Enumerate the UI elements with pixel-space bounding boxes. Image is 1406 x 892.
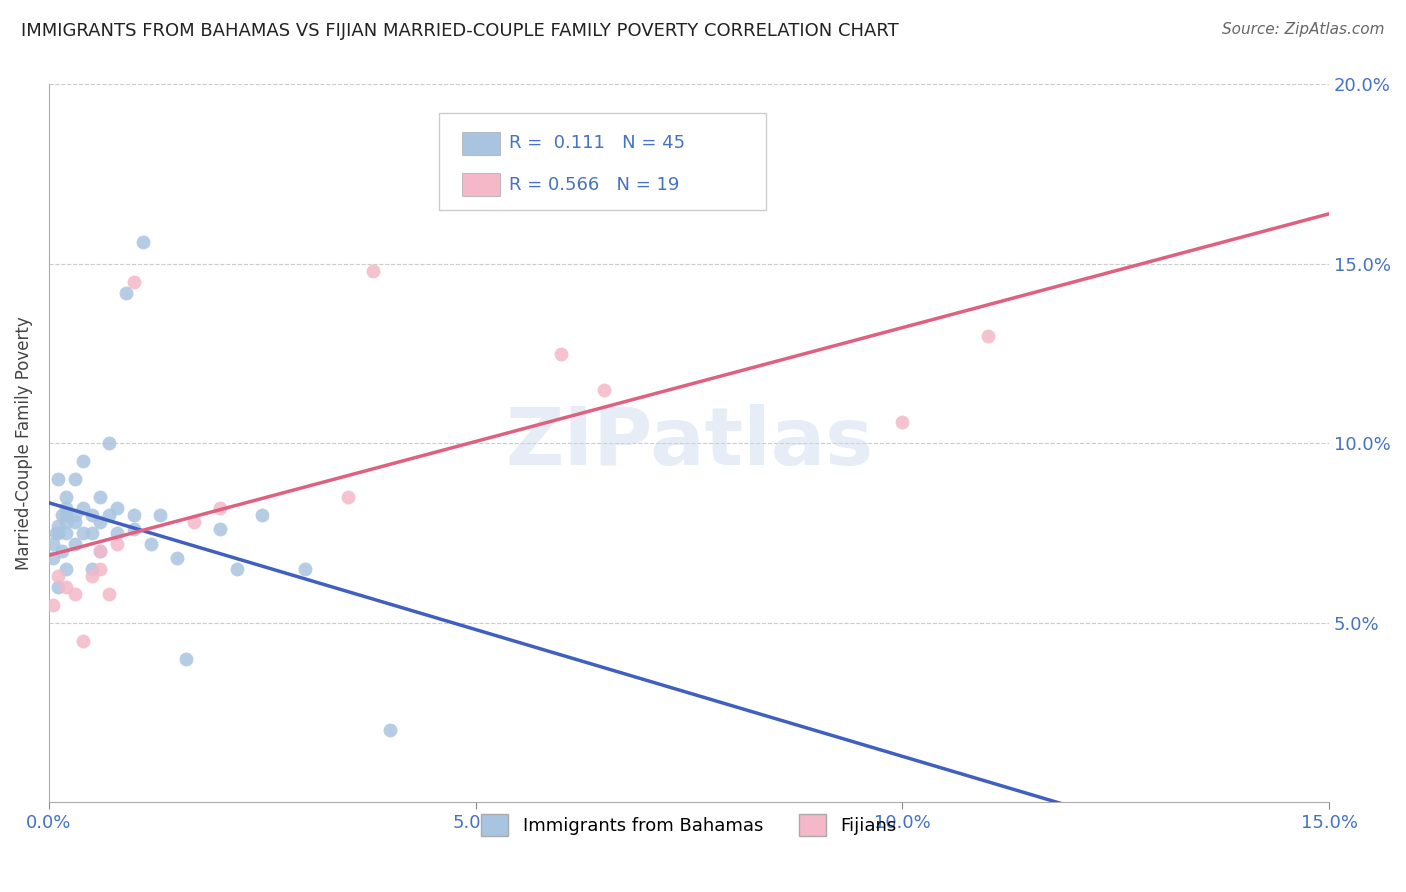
Point: [132, 235, 155, 250]
Point: [55, 562, 77, 576]
Point: [55, 490, 77, 504]
Text: Source: ZipAtlas.com: Source: ZipAtlas.com: [1222, 22, 1385, 37]
Point: [63, 537, 86, 551]
Point: [46, 526, 69, 541]
Point: [46, 519, 69, 533]
Point: [51, 508, 73, 523]
Point: [51, 544, 73, 558]
Point: [89, 544, 111, 558]
Point: [55, 526, 77, 541]
Point: [141, 537, 163, 551]
Point: [55, 516, 77, 530]
Text: ZIPatlas: ZIPatlas: [505, 404, 873, 483]
Point: [72, 633, 94, 648]
Point: [89, 516, 111, 530]
Point: [361, 264, 384, 278]
Point: [208, 523, 231, 537]
Point: [42, 598, 65, 612]
Point: [63, 508, 86, 523]
Point: [124, 523, 146, 537]
Point: [45, 526, 67, 541]
Point: [252, 508, 274, 523]
Point: [166, 551, 188, 566]
Point: [114, 285, 136, 300]
Point: [89, 562, 111, 576]
Point: [46, 472, 69, 486]
Point: [89, 490, 111, 504]
Point: [208, 500, 231, 515]
FancyBboxPatch shape: [440, 113, 766, 210]
Point: [105, 526, 128, 541]
Point: [97, 587, 120, 601]
Point: [149, 508, 172, 523]
Y-axis label: Married-Couple Family Poverty: Married-Couple Family Poverty: [15, 317, 32, 570]
Point: [72, 526, 94, 541]
Point: [124, 508, 146, 523]
Point: [55, 580, 77, 594]
FancyBboxPatch shape: [463, 132, 499, 155]
Point: [46, 569, 69, 583]
Point: [97, 508, 120, 523]
Point: [63, 472, 86, 486]
Point: [55, 500, 77, 515]
Point: [380, 723, 402, 738]
Point: [124, 275, 146, 289]
Point: [550, 346, 572, 360]
Point: [105, 500, 128, 515]
Point: [42, 551, 65, 566]
Point: [891, 415, 914, 429]
FancyBboxPatch shape: [463, 173, 499, 196]
Point: [80, 562, 103, 576]
Point: [89, 544, 111, 558]
Text: IMMIGRANTS FROM BAHAMAS VS FIJIAN MARRIED-COUPLE FAMILY POVERTY CORRELATION CHAR: IMMIGRANTS FROM BAHAMAS VS FIJIAN MARRIE…: [21, 22, 898, 40]
Point: [80, 508, 103, 523]
Point: [294, 562, 316, 576]
Point: [97, 436, 120, 450]
Point: [105, 537, 128, 551]
Point: [42, 537, 65, 551]
Point: [977, 328, 1000, 343]
Point: [183, 516, 205, 530]
Point: [63, 516, 86, 530]
Point: [80, 526, 103, 541]
Point: [592, 383, 614, 397]
Legend: Immigrants from Bahamas, Fijians: Immigrants from Bahamas, Fijians: [474, 807, 904, 844]
Point: [55, 508, 77, 523]
Point: [174, 651, 197, 665]
Text: R = 0.566   N = 19: R = 0.566 N = 19: [509, 176, 679, 194]
Point: [72, 500, 94, 515]
Point: [46, 580, 69, 594]
Point: [80, 569, 103, 583]
Point: [63, 587, 86, 601]
Point: [336, 490, 359, 504]
Point: [72, 454, 94, 468]
Point: [225, 562, 247, 576]
Text: R =  0.111   N = 45: R = 0.111 N = 45: [509, 135, 685, 153]
